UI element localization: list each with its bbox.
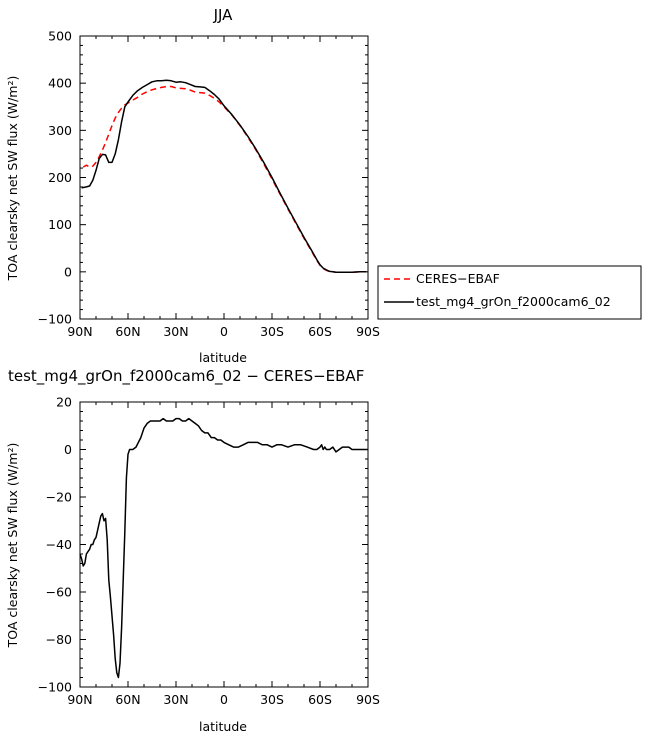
difference-y-tick-label: −20 <box>46 490 72 505</box>
difference-x-tick-label: 30S <box>260 692 284 707</box>
difference-series-group <box>79 417 368 679</box>
difference-x-tick-label: 30N <box>163 692 188 707</box>
difference-y-tick-label: 0 <box>64 442 72 457</box>
difference-x-tick-label: 90S <box>356 692 380 707</box>
flux-x-tick-label: 90N <box>67 324 92 339</box>
flux-y-axis-label: TOA clearsky net SW flux (W/m²) <box>5 76 20 282</box>
flux-x-tick-label: 30N <box>163 324 188 339</box>
difference-y-tick-label: 20 <box>56 395 72 410</box>
flux-x-axis: 90N 60N 30N 0 30S 60S 90S <box>67 36 380 339</box>
difference-y-axis-label: TOA clearsky net SW flux (W/m²) <box>5 443 20 649</box>
legend-label-test: test_mg4_grOn_f2000cam6_02 <box>416 294 611 309</box>
difference-chart-title: test_mg4_grOn_f2000cam6_02 − CERES−EBAF <box>8 367 364 386</box>
legend: CERES−EBAF test_mg4_grOn_f2000cam6_02 <box>377 265 642 320</box>
difference-x-tick-label: 90N <box>67 692 92 707</box>
flux-y-axis: −100 0 100 200 300 400 500 <box>38 29 368 327</box>
flux-x-tick-label: 60N <box>115 324 140 339</box>
difference-chart: test_mg4_grOn_f2000cam6_02 − CERES−EBAF … <box>5 367 380 734</box>
flux-y-tick-label: 500 <box>48 29 72 44</box>
legend-label-ceres: CERES−EBAF <box>416 271 500 286</box>
flux-x-tick-label: 30S <box>260 324 284 339</box>
flux-y-tick-label: 400 <box>48 76 72 91</box>
difference-plot-frame <box>79 401 369 688</box>
difference-x-tick-label: 60N <box>115 692 140 707</box>
flux-series-group <box>81 79 367 274</box>
flux-plot-frame <box>79 35 369 320</box>
difference-x-axis: 90N 60N 30N 0 30S 60S 90S <box>67 402 380 707</box>
difference-y-tick-label: −80 <box>46 632 72 647</box>
flux-x-tick-label: 0 <box>220 324 228 339</box>
flux-y-tick-label: 100 <box>48 217 72 232</box>
difference-x-axis-label: latitude <box>199 719 247 734</box>
difference-y-tick-label: −40 <box>46 537 72 552</box>
flux-y-tick-label: 300 <box>48 123 72 138</box>
flux-x-axis-label: latitude <box>199 350 247 365</box>
difference-x-tick-label: 60S <box>308 692 332 707</box>
flux-y-tick-label: 0 <box>64 264 72 279</box>
difference-x-tick-label: 0 <box>220 692 228 707</box>
flux-chart: JJA −100 0 100 200 300 400 500 90N 60N 30N 0 30S 60… <box>5 6 642 365</box>
flux-series-line-0 <box>82 85 367 274</box>
difference-y-tick-label: −100 <box>38 680 72 695</box>
flux-x-tick-label: 90S <box>356 324 380 339</box>
flux-chart-title: JJA <box>213 6 234 24</box>
flux-y-tick-label: −100 <box>38 312 72 327</box>
difference-series-line-0 <box>79 417 368 679</box>
difference-y-tick-label: −60 <box>46 585 72 600</box>
flux-y-tick-label: 200 <box>48 170 72 185</box>
flux-x-tick-label: 60S <box>308 324 332 339</box>
difference-y-axis: −100 −80 −60 −40 −20 0 20 <box>38 395 368 695</box>
legend-box <box>377 265 642 320</box>
flux-series-line-1 <box>81 79 367 274</box>
